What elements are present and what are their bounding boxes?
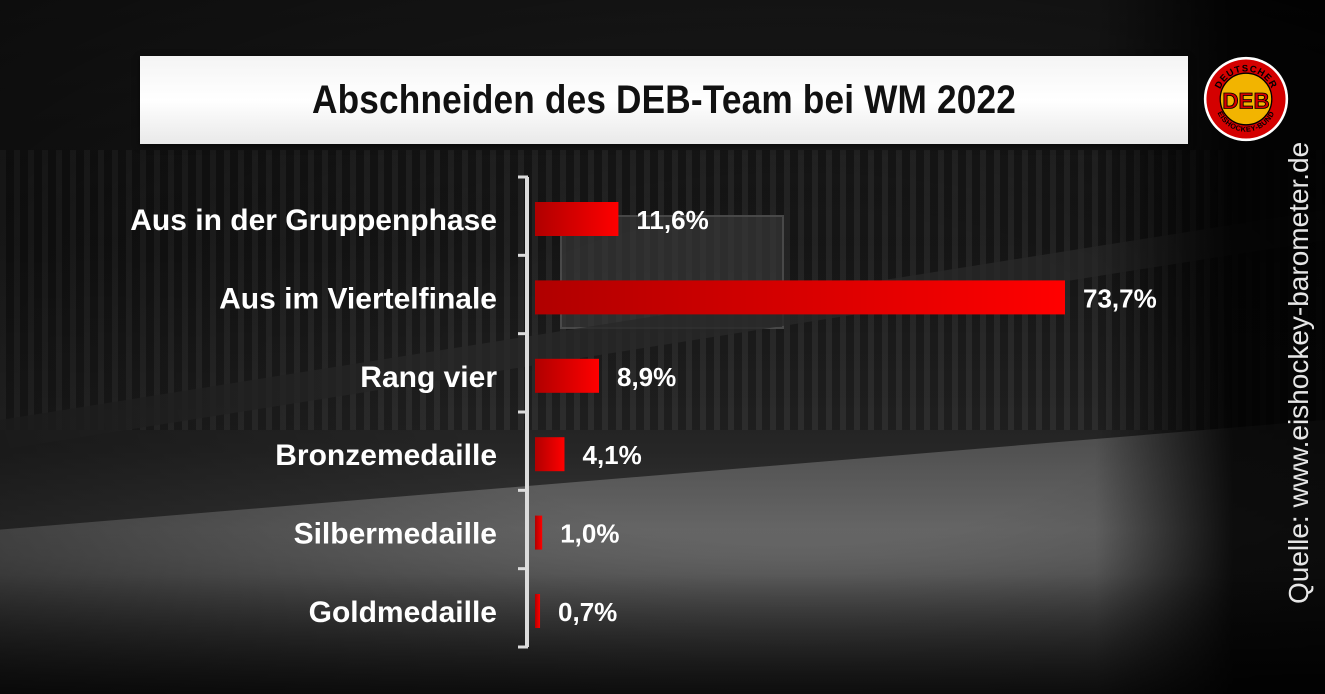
value-label: 11,6% [636,205,708,235]
value-label: 0,7% [558,597,617,627]
bar-5 [535,515,543,550]
dark-overlay-bottom [0,574,1325,694]
bar-4 [535,437,565,472]
value-label: 8,9% [617,362,676,392]
category-label: Aus in der Gruppenphase [130,204,497,237]
bars-group [535,202,1065,628]
deb-logo-icon: DEUTSCHER EISHOCKEY-BUND DEB [1203,56,1289,142]
source-note: Quelle: www.eishockey-barometer.de [1283,141,1314,604]
bar-2 [535,280,1065,315]
bar-1 [535,202,619,236]
category-label: Bronzemedaille [275,439,497,472]
labels-group: Aus in der Gruppenphase 11,6% Aus im Viert… [130,204,1156,629]
value-label: 4,1% [582,440,641,470]
category-label: Silbermedaille [294,518,497,551]
y-axis [518,175,529,649]
logo-monogram: DEB [1222,88,1269,113]
value-label: 73,7% [1083,283,1157,313]
chart-title: Abschneiden des DEB-Team bei WM 2022 [312,77,1016,122]
category-label: Rang vier [360,361,497,394]
category-label: Aus im Viertelfinale [219,282,497,315]
value-label: 1,0% [560,519,619,549]
bar-3 [535,358,600,393]
category-label: Goldmedaille [309,596,497,629]
bar-6 [535,594,541,628]
title-banner: Abschneiden des DEB-Team bei WM 2022 [140,56,1188,144]
